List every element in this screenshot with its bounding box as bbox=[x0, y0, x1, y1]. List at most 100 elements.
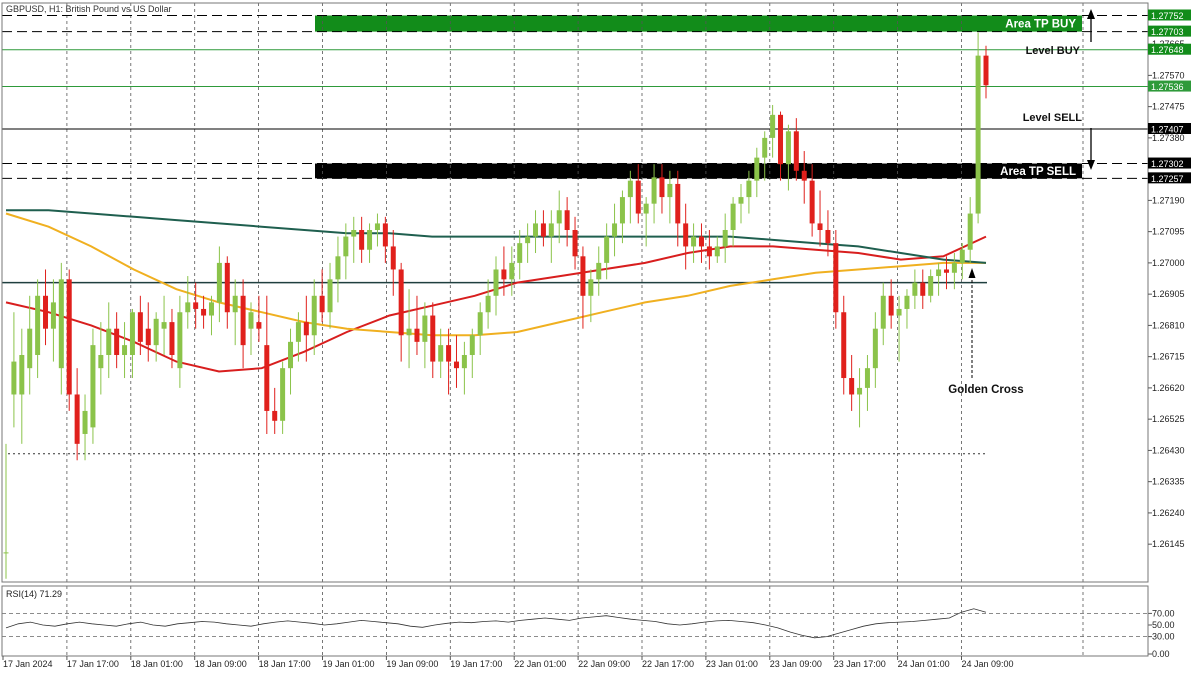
price-tick-label: 1.26620 bbox=[1152, 383, 1185, 393]
candle-body bbox=[19, 355, 25, 395]
candle-body bbox=[762, 137, 768, 158]
candle-body bbox=[572, 229, 578, 257]
candle-body bbox=[82, 410, 88, 434]
rsi-tick-label: 30.00 bbox=[1152, 632, 1175, 642]
candle-body bbox=[920, 282, 926, 296]
candle-body bbox=[485, 295, 491, 313]
candle-body bbox=[604, 236, 610, 263]
candle-body bbox=[659, 177, 665, 198]
price-tick-label: 1.26335 bbox=[1152, 477, 1185, 487]
candle-body bbox=[564, 210, 570, 230]
candle-body bbox=[754, 157, 760, 181]
rsi-tick-label: 0.00 bbox=[1152, 649, 1170, 659]
annotations-layer: Level BUY Level SELL Golden Cross bbox=[948, 9, 1095, 396]
candle-body bbox=[359, 229, 365, 250]
candle-body bbox=[129, 312, 135, 356]
candle-body bbox=[588, 279, 594, 296]
candle-body bbox=[232, 295, 238, 313]
time-tick-label: 19 Jan 01:00 bbox=[323, 659, 375, 669]
price-panel-frame bbox=[1, 2, 1149, 583]
price-label-box bbox=[1148, 25, 1191, 37]
candle-body bbox=[612, 223, 618, 237]
candle-body bbox=[43, 295, 49, 329]
candle-body bbox=[928, 276, 934, 296]
candle-body bbox=[785, 131, 791, 165]
candle-body bbox=[975, 55, 981, 214]
price-tick-label: 1.26430 bbox=[1152, 445, 1185, 455]
time-tick-label: 23 Jan 09:00 bbox=[770, 659, 822, 669]
grid-layer bbox=[66, 3, 1084, 656]
rsi-panel-frame bbox=[1, 585, 1149, 657]
candle-body bbox=[74, 394, 80, 444]
price-tick-label: 1.27475 bbox=[1152, 102, 1185, 112]
rsi-label: RSI(14) 71.29 bbox=[6, 589, 62, 599]
price-tick-label: 1.27095 bbox=[1152, 227, 1185, 237]
candle-body bbox=[943, 269, 949, 273]
candle-body bbox=[722, 229, 728, 247]
candle-body bbox=[857, 387, 863, 395]
zone-box bbox=[315, 163, 1082, 179]
zone-label: Area TP SELL bbox=[1000, 166, 1076, 178]
candle-body bbox=[580, 256, 586, 296]
candle-body bbox=[651, 177, 657, 204]
candle-body bbox=[936, 269, 942, 277]
candle-body bbox=[3, 552, 9, 554]
candle-body bbox=[351, 229, 357, 237]
candle-body bbox=[833, 243, 839, 313]
candle-body bbox=[912, 282, 918, 296]
candle-body bbox=[675, 183, 681, 224]
chart-title: GBPUSD, H1: British Pound vs US Dollar bbox=[6, 4, 172, 14]
price-tick-label: 1.27570 bbox=[1152, 70, 1185, 80]
price-label: 1.27752 bbox=[1151, 11, 1184, 21]
time-tick-label: 24 Jan 01:00 bbox=[898, 659, 950, 669]
time-tick-label: 18 Jan 01:00 bbox=[131, 659, 183, 669]
candle-body bbox=[548, 223, 554, 237]
golden-cross-arrow-head bbox=[968, 268, 976, 278]
candle-body bbox=[841, 312, 847, 379]
rsi-panel: 70.00 50.00 30.00 0.00 RSI(14) 71.29 bbox=[2, 589, 1175, 659]
candle-body bbox=[983, 55, 989, 86]
candle-body bbox=[303, 322, 309, 336]
candle-body bbox=[438, 345, 444, 362]
candle-body bbox=[596, 262, 602, 280]
candle-body bbox=[746, 180, 752, 198]
candle-body bbox=[864, 368, 870, 388]
time-tick-label: 22 Jan 17:00 bbox=[642, 659, 694, 669]
candle-body bbox=[880, 295, 886, 329]
price-tick-label: 1.26525 bbox=[1152, 414, 1185, 424]
candle-body bbox=[185, 302, 191, 313]
price-tick-label: 1.27000 bbox=[1152, 258, 1185, 268]
candle-body bbox=[280, 368, 286, 421]
candle-body bbox=[319, 295, 325, 313]
level-sell-label: Level SELL bbox=[1023, 112, 1083, 124]
candle-body bbox=[406, 328, 412, 336]
price-label: 1.27536 bbox=[1151, 82, 1184, 92]
candle-body bbox=[738, 197, 744, 204]
rsi-tick-label: 70.00 bbox=[1152, 608, 1175, 618]
candle-body bbox=[627, 180, 633, 198]
level-buy-label: Level BUY bbox=[1026, 45, 1081, 57]
candle-body bbox=[951, 262, 957, 273]
time-tick-label: 23 Jan 01:00 bbox=[706, 659, 758, 669]
zones-layer: Area TP BUY Area TP SELL bbox=[315, 15, 1082, 179]
candle-body bbox=[540, 223, 546, 237]
price-tick-label: 1.27190 bbox=[1152, 195, 1185, 205]
candle-body bbox=[698, 236, 704, 247]
ma-slow-line bbox=[5, 212, 986, 337]
time-tick-label: 19 Jan 17:00 bbox=[450, 659, 502, 669]
candle-body bbox=[533, 223, 539, 237]
candle-body bbox=[888, 295, 894, 316]
candle-body bbox=[327, 279, 333, 313]
candle-body bbox=[390, 246, 396, 270]
candle-body bbox=[619, 197, 625, 224]
candle-body bbox=[90, 345, 96, 428]
candle-body bbox=[817, 223, 823, 230]
candle-body bbox=[177, 312, 183, 369]
candle-body bbox=[335, 256, 341, 280]
candle-body bbox=[643, 203, 649, 214]
time-tick-label: 18 Jan 17:00 bbox=[259, 659, 311, 669]
price-label: 1.27407 bbox=[1151, 124, 1184, 134]
time-tick-label: 19 Jan 09:00 bbox=[386, 659, 438, 669]
candle-body bbox=[98, 355, 104, 369]
candle-body bbox=[461, 355, 467, 369]
